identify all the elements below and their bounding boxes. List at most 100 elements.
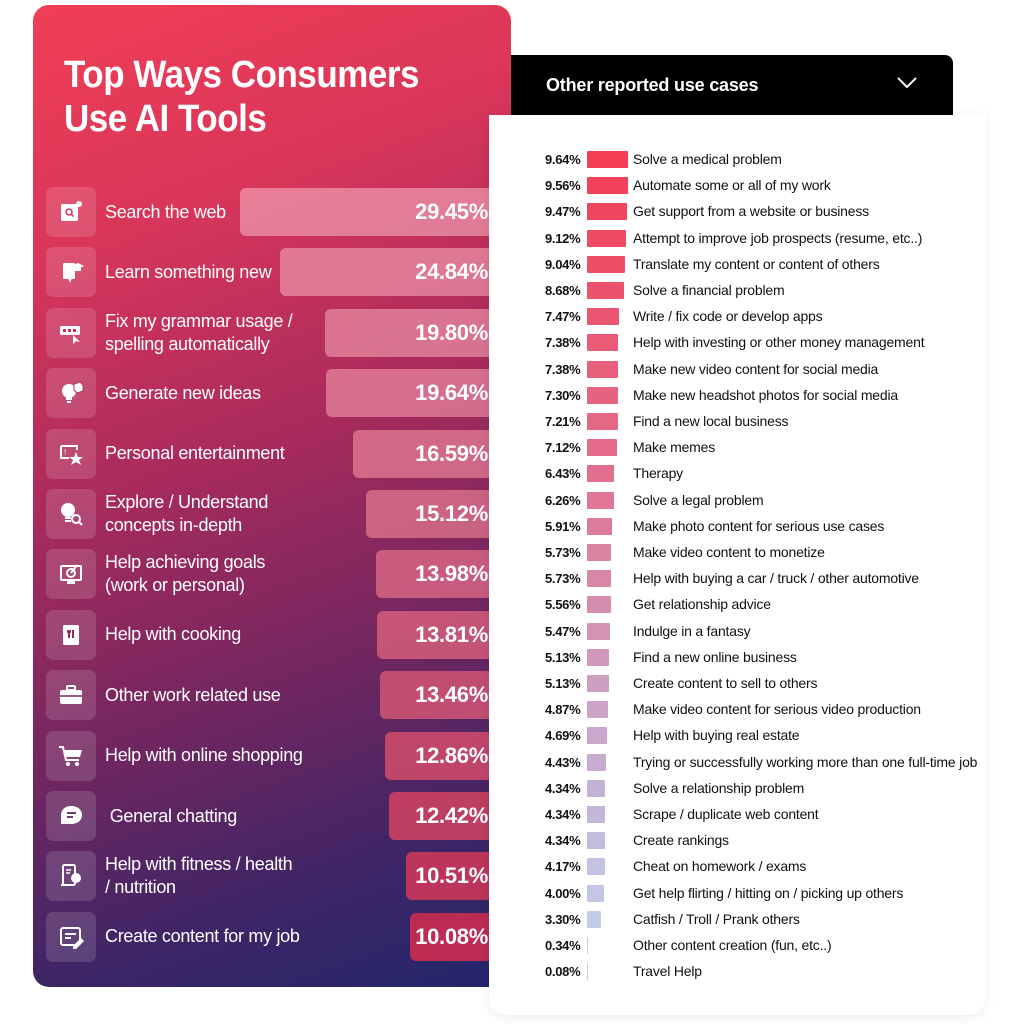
bar-value-label: 4.34% <box>545 807 581 822</box>
briefcase-icon <box>46 670 96 721</box>
bar-label: Create rankings <box>633 832 729 849</box>
bar-label: Make video content to monetize <box>633 544 825 560</box>
bar <box>587 753 606 771</box>
bar <box>587 465 615 483</box>
chevron-down-icon[interactable] <box>895 75 919 96</box>
other-bar-row: 4.43% Trying or successfully working more… <box>545 753 985 773</box>
bar-label: Scrape / duplicate web content <box>633 806 819 822</box>
bar-value-label: 7.38% <box>545 361 581 377</box>
bar <box>587 779 606 797</box>
bar <box>587 308 619 326</box>
bar-value-label: 9.56% <box>545 178 581 194</box>
bar-value-label: 6.43% <box>545 466 581 482</box>
bar: 15.12% <box>365 490 498 538</box>
spelling-icon <box>46 307 96 358</box>
bar: 16.59% <box>352 429 498 478</box>
other-bar-row: 9.12% Attempt to improve job prospects (r… <box>545 229 985 249</box>
bar-label: Find a new local business <box>633 413 789 429</box>
main-bar-row: Search the web 29.45% <box>46 187 498 237</box>
bar-label: Therapy <box>633 465 683 482</box>
bar-label-line: Learn something new <box>105 261 272 282</box>
bar-label: Solve a medical problem <box>633 151 782 167</box>
bar-label: Find a new online business <box>633 648 797 665</box>
other-bar-row: 8.68% Solve a financial problem <box>545 281 985 301</box>
bar-label: Trying or successfully working more than… <box>633 753 978 770</box>
bar-value-label: 0.34% <box>545 938 581 953</box>
bar <box>587 491 614 509</box>
bar-label: Personal entertainment <box>105 429 320 479</box>
other-bar-row: 7.38% Help with investing or other money … <box>545 333 985 353</box>
search-web-icon <box>46 187 96 237</box>
bar <box>587 544 612 561</box>
bar: 29.45% <box>240 188 498 236</box>
bar-label: Make new video content for social media <box>633 360 879 377</box>
bar-value-label: 4.43% <box>545 754 581 770</box>
goals-icon <box>46 549 96 600</box>
bar-label: Write / fix code or develop apps <box>633 308 823 325</box>
bar-label: Help with buying real estate <box>633 727 800 744</box>
svg-text:!: ! <box>64 448 66 457</box>
other-bar-row: 0.08% Travel Help <box>545 962 985 982</box>
bar-label-line: General chatting <box>105 805 238 826</box>
other-bar-row: 4.69% Help with buying real estate <box>545 726 985 746</box>
bar-label: Solve a relationship problem <box>633 779 805 796</box>
bar <box>587 910 602 928</box>
bar-label-line: Help with online shopping <box>105 745 303 766</box>
bar <box>587 622 611 640</box>
bar-value-label: 5.13% <box>545 676 581 691</box>
bar-label: Translate my content or content of other… <box>633 255 880 272</box>
bar-value-label: 5.47% <box>545 623 581 639</box>
content-edit-icon <box>46 911 96 962</box>
other-bar-row: 5.91% Make photo content for serious use … <box>545 517 985 537</box>
bar-label-line: Help with cooking <box>105 624 241 645</box>
bar-label: Automate some or all of my work <box>633 177 831 194</box>
bar: 19.80% <box>324 308 498 357</box>
bar: 13.46% <box>380 671 498 720</box>
learn-icon <box>46 247 96 298</box>
bar-label: Generate new ideas <box>105 368 320 418</box>
bar-value-label: 4.17% <box>545 859 581 875</box>
bar-label: Make memes <box>633 439 716 456</box>
bar-label: Attempt to improve job prospects (resume… <box>633 229 923 246</box>
other-bar-row: 5.13% Create content to sell to others <box>545 674 985 694</box>
other-bar-row: 0.34% Other content creation (fun, etc..) <box>545 936 985 956</box>
bar-label: Catfish / Troll / Prank others <box>633 910 800 927</box>
bar-label: General chatting <box>105 791 320 841</box>
bar <box>587 832 606 850</box>
bar <box>587 413 618 430</box>
bar-label: Get relationship advice <box>633 596 771 613</box>
bar-label-line: concepts in-depth <box>105 515 242 535</box>
bar-value-label: 7.30% <box>545 387 581 403</box>
bar-label-line: (work or personal) <box>105 575 245 596</box>
bar-value-label: 3.30% <box>545 911 581 927</box>
other-use-cases-panel <box>489 115 986 1015</box>
bar-label: Search the web <box>105 187 320 237</box>
bar-value-label: 15.12% <box>415 501 488 526</box>
bar-label: Make photo content for serious use cases <box>633 517 885 534</box>
ideas-icon <box>46 368 96 419</box>
other-bar-row: 5.56% Get relationship advice <box>545 595 985 615</box>
other-use-cases-dropdown[interactable]: Other reported use cases <box>511 55 953 115</box>
bar-label-line: spelling automatically <box>105 333 270 354</box>
bar-value-label: 29.45% <box>415 199 488 224</box>
bar-value-label: 7.12% <box>545 440 581 456</box>
bar: 12.86% <box>385 731 498 780</box>
bar <box>587 596 611 614</box>
title-line-2: Use AI Tools <box>64 98 267 140</box>
bar-value-label: 5.56% <box>545 597 581 613</box>
bar-label: Indulge in a fantasy <box>633 622 751 639</box>
other-bar-row: 7.47% Write / fix code or develop apps <box>545 307 985 327</box>
bar-label-line: Personal entertainment <box>105 443 285 464</box>
main-bar-row: Fix my grammar usage / spelling automatic… <box>46 307 498 358</box>
bar-label-line: Help with fitness / health <box>105 854 293 875</box>
other-bar-row: 5.13% Find a new online business <box>545 648 985 668</box>
bar-value-label: 9.04% <box>545 256 581 272</box>
main-bar-row: Help achieving goals (work or personal) 13… <box>46 549 498 600</box>
bar: 13.81% <box>377 610 498 659</box>
top-uses-panel: Top Ways Consumers Use AI Tools Search t… <box>33 5 511 987</box>
bar-label-line: Fix my grammar usage / <box>105 310 293 331</box>
main-bar-row: ! Personal entertainment 16.59% <box>46 428 498 479</box>
bar-label-line: Help achieving goals <box>105 552 266 573</box>
other-bar-row: 9.04% Translate my content or content of … <box>545 255 985 275</box>
bar-label: Make new headshot photos for social medi… <box>633 386 898 403</box>
